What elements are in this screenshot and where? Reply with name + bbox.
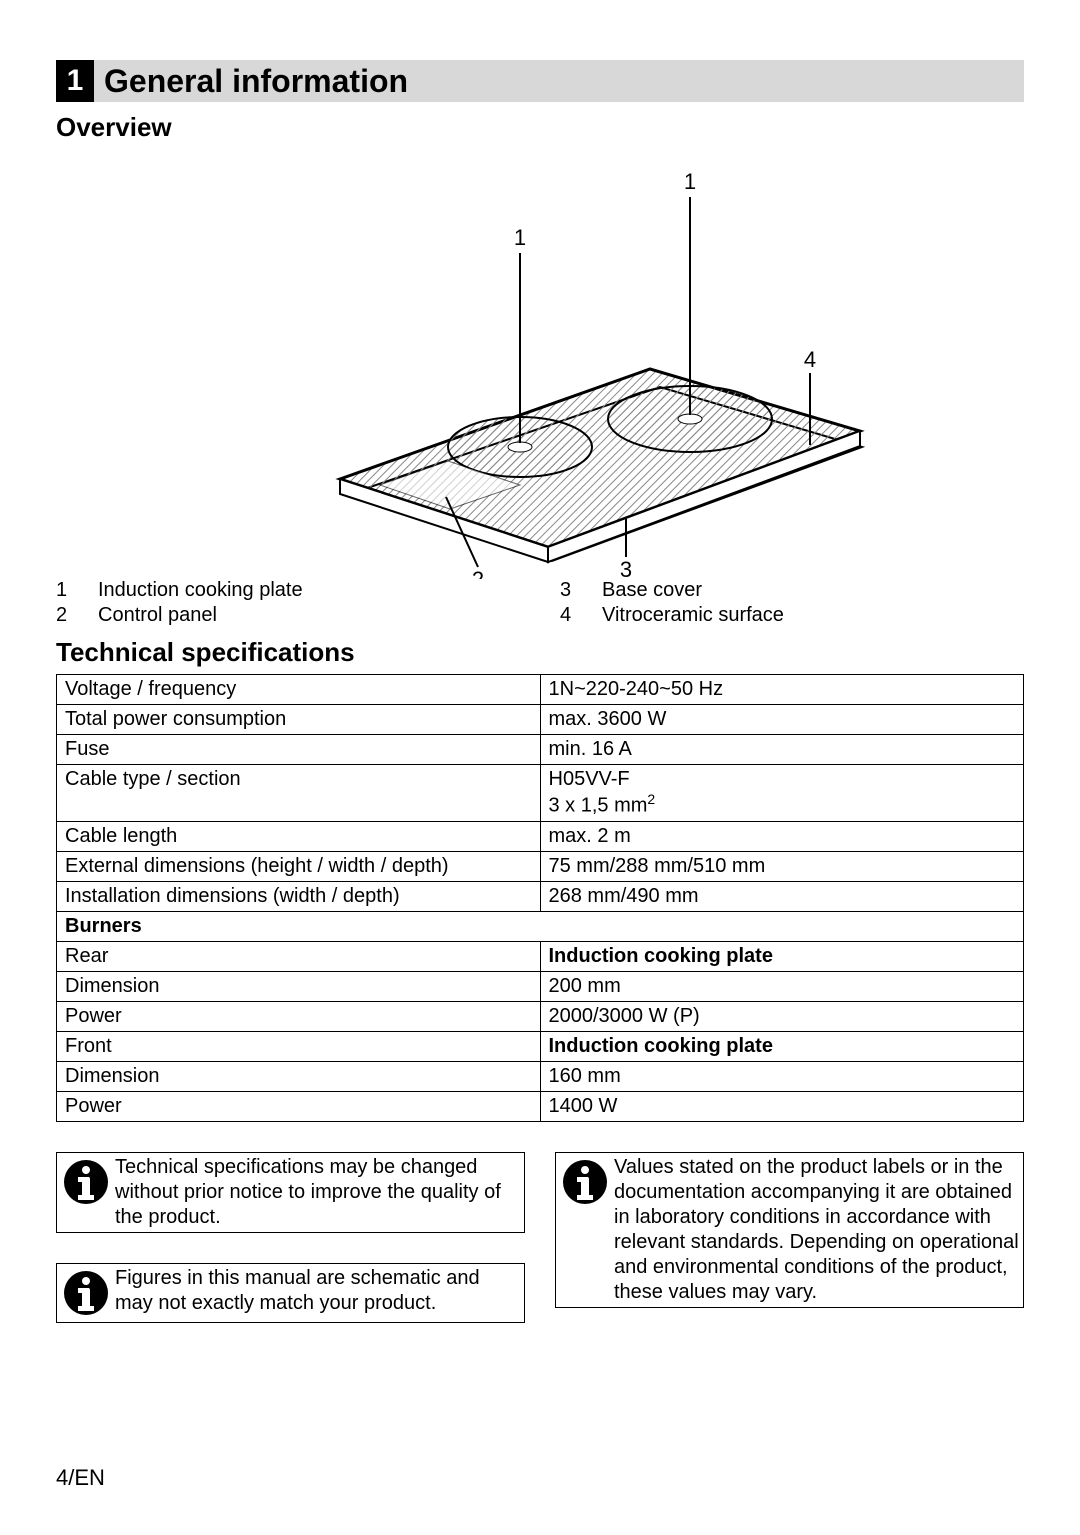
table-cell-label: Voltage / frequency xyxy=(57,675,541,705)
table-row: Fusemin. 16 A xyxy=(57,735,1024,765)
diagram-legend: 1 Induction cooking plate 2 Control pane… xyxy=(56,579,1024,629)
overview-heading: Overview xyxy=(56,112,1024,143)
table-row: External dimensions (height / width / de… xyxy=(57,851,1024,881)
legend-label: Induction cooking plate xyxy=(98,579,303,602)
table-cell-label: Power xyxy=(57,1001,541,1031)
callout-1b: 1 xyxy=(684,169,696,194)
table-cell-value: max. 3600 W xyxy=(540,705,1024,735)
table-row: Power1400 W xyxy=(57,1091,1024,1121)
table-cell-value: 200 mm xyxy=(540,971,1024,1001)
hob-svg: 1 1 2 3 4 xyxy=(190,149,890,579)
table-cell-label: Front xyxy=(57,1031,541,1061)
table-row-span: Burners xyxy=(57,911,1024,941)
callout-3: 3 xyxy=(620,557,632,579)
table-row: Power2000/3000 W (P) xyxy=(57,1001,1024,1031)
callout-2: 2 xyxy=(472,567,484,579)
table-row: Cable lengthmax. 2 m xyxy=(57,821,1024,851)
table-row: RearInduction cooking plate xyxy=(57,941,1024,971)
legend-num: 1 xyxy=(56,579,70,602)
info-boxes: Technical specifications may be changed … xyxy=(56,1152,1024,1323)
section-title: General information xyxy=(104,63,408,100)
legend-row: 1 Induction cooking plate xyxy=(56,579,520,602)
table-row: Installation dimensions (width / depth)2… xyxy=(57,881,1024,911)
legend-row: 2 Control panel xyxy=(56,604,520,627)
info-box-2: Figures in this manual are schematic and… xyxy=(56,1263,525,1323)
table-cell-label: Dimension xyxy=(57,1061,541,1091)
table-cell-label: Cable type / section xyxy=(57,765,541,822)
table-cell-value: min. 16 A xyxy=(540,735,1024,765)
legend-num: 4 xyxy=(560,604,574,627)
info-box-3: Values stated on the product labels or i… xyxy=(555,1152,1024,1308)
legend-num: 3 xyxy=(560,579,574,602)
table-cell-label: Total power consumption xyxy=(57,705,541,735)
spec-table: Voltage / frequency1N~220-240~50 HzTotal… xyxy=(56,674,1024,1122)
table-cell-label: Rear xyxy=(57,941,541,971)
table-cell-label: Fuse xyxy=(57,735,541,765)
callout-4: 4 xyxy=(804,347,816,372)
table-row: Total power consumptionmax. 3600 W xyxy=(57,705,1024,735)
hob-diagram: 1 1 2 3 4 xyxy=(56,149,1024,579)
tech-spec-heading: Technical specifications xyxy=(56,637,1024,668)
table-cell-label: External dimensions (height / width / de… xyxy=(57,851,541,881)
info-text-1: Technical specifications may be changed … xyxy=(115,1153,524,1232)
info-text-2: Figures in this manual are schematic and… xyxy=(115,1264,524,1318)
table-cell-label: Cable length xyxy=(57,821,541,851)
legend-label: Vitroceramic surface xyxy=(602,604,784,627)
table-cell-value: Induction cooking plate xyxy=(540,941,1024,971)
page-footer: 4/EN xyxy=(56,1465,105,1491)
table-cell-value: 1N~220-240~50 Hz xyxy=(540,675,1024,705)
legend-row: 3 Base cover xyxy=(560,579,1024,602)
section-number: 1 xyxy=(56,60,94,102)
info-icon xyxy=(556,1153,614,1211)
table-cell-label: Installation dimensions (width / depth) xyxy=(57,881,541,911)
table-row: Voltage / frequency1N~220-240~50 Hz xyxy=(57,675,1024,705)
info-text-3: Values stated on the product labels or i… xyxy=(614,1153,1023,1307)
table-cell-value: 1400 W xyxy=(540,1091,1024,1121)
table-cell-value: H05VV-F3 x 1,5 mm2 xyxy=(540,765,1024,822)
info-icon xyxy=(57,1153,115,1211)
legend-label: Base cover xyxy=(602,579,702,602)
table-cell-label: Power xyxy=(57,1091,541,1121)
table-cell-value: 160 mm xyxy=(540,1061,1024,1091)
legend-num: 2 xyxy=(56,604,70,627)
table-cell-value: 2000/3000 W (P) xyxy=(540,1001,1024,1031)
table-row: Dimension200 mm xyxy=(57,971,1024,1001)
table-cell-value: max. 2 m xyxy=(540,821,1024,851)
callout-1a: 1 xyxy=(514,225,526,250)
legend-label: Control panel xyxy=(98,604,217,627)
table-cell-value: Induction cooking plate xyxy=(540,1031,1024,1061)
table-cell-label: Dimension xyxy=(57,971,541,1001)
table-row: Dimension160 mm xyxy=(57,1061,1024,1091)
table-row: Cable type / sectionH05VV-F3 x 1,5 mm2 xyxy=(57,765,1024,822)
section-header: 1 General information xyxy=(56,60,1024,102)
table-cell-value: 268 mm/490 mm xyxy=(540,881,1024,911)
table-row: FrontInduction cooking plate xyxy=(57,1031,1024,1061)
table-cell-value: 75 mm/288 mm/510 mm xyxy=(540,851,1024,881)
info-icon xyxy=(57,1264,115,1322)
info-box-1: Technical specifications may be changed … xyxy=(56,1152,525,1233)
legend-row: 4 Vitroceramic surface xyxy=(560,604,1024,627)
table-row: Burners xyxy=(57,911,1024,941)
